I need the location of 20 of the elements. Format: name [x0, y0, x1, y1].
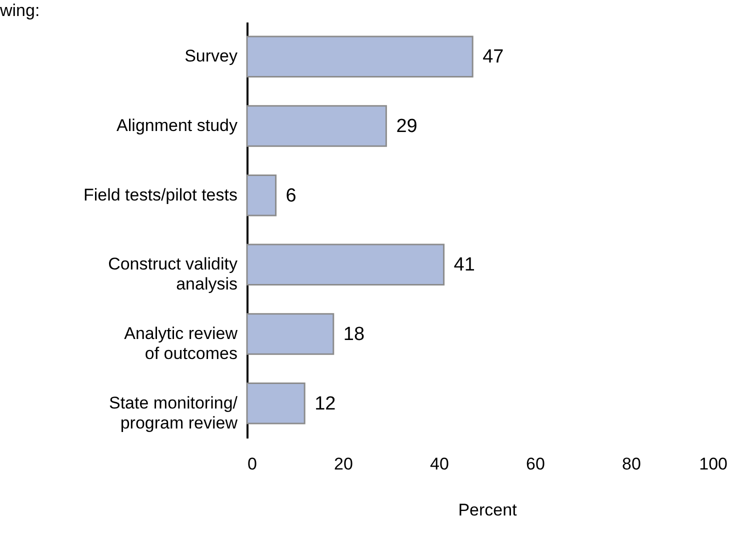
data-label: 6 [286, 185, 296, 206]
x-tick-label: 0 [248, 454, 257, 474]
data-label: 47 [482, 46, 504, 68]
data-label: 12 [314, 393, 336, 414]
y-tick-label: Construct validity analysis [108, 254, 238, 294]
data-label: 29 [396, 116, 418, 137]
y-tick-label: State monitoring/ program review [108, 393, 238, 432]
y-tick-label: Analytic review of outcomes [124, 324, 238, 363]
data-label: 41 [454, 254, 475, 276]
y-tick-label: Field tests/pilot tests [83, 185, 238, 204]
x-tick-label: 40 [430, 454, 449, 474]
x-tick-label: 80 [622, 454, 641, 474]
y-tick-label: Alignment study [116, 116, 238, 135]
x-tick-label: 100 [699, 454, 728, 474]
y-tick-label: Survey [184, 46, 238, 66]
text: wing: [0, 1, 40, 20]
x-tick-label: 20 [334, 454, 353, 474]
data-label: 18 [343, 324, 365, 345]
x-axis-title: Percent [458, 500, 518, 520]
x-tick-label: 60 [526, 454, 545, 474]
